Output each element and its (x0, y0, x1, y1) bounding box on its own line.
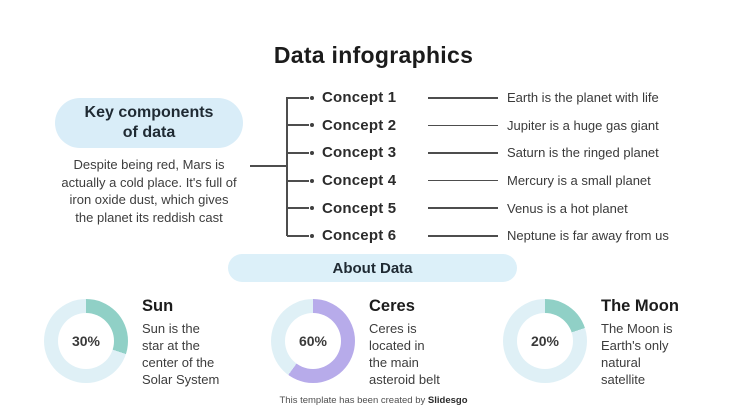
stat-ceres: 60% Ceres Ceres is located in the main a… (271, 297, 440, 388)
leader-line (428, 97, 498, 99)
sun-donut-chart: 30% (44, 299, 128, 383)
concept-row: Concept 6 Neptune is far away from us (287, 222, 669, 250)
branch-line (287, 124, 309, 127)
sun-title: Sun (142, 297, 174, 315)
concept-row: Concept 1 Earth is the planet with life (287, 84, 669, 112)
concept-label: Concept 2 (322, 116, 397, 134)
stat-sun: 30% Sun Sun is the star at the center of… (44, 297, 219, 388)
leader-line (428, 152, 498, 154)
body-line: the planet its reddish cast (75, 209, 223, 225)
concept-row: Concept 4 Mercury is a small planet (287, 167, 669, 195)
key-components-body: Despite being red, Mars is actually a co… (34, 156, 264, 226)
connector-line (250, 165, 287, 167)
moon-donut-chart: 20% (503, 299, 587, 383)
body-line: actually a cold place. It's full of (61, 174, 237, 190)
footer-credit: This template has been created by Slides… (0, 395, 747, 406)
desc-line: located in (369, 338, 425, 353)
desc-line: Solar System (142, 372, 220, 387)
moon-text-block: The Moon The Moon is Earth's only natura… (601, 297, 679, 388)
desc-line: the main (369, 355, 419, 370)
body-line: iron oxide dust, which gives (69, 192, 229, 207)
donut-hole: 60% (285, 313, 341, 369)
branch-line (287, 234, 309, 237)
concept-row: Concept 3 Saturn is the ringed planet (287, 139, 669, 167)
bullet-dot-icon (310, 233, 314, 238)
concept-label: Concept 5 (322, 199, 397, 217)
stat-moon: 20% The Moon The Moon is Earth's only na… (503, 297, 679, 388)
ceres-text-block: Ceres Ceres is located in the main aster… (369, 297, 440, 388)
concept-description: Venus is a hot planet (507, 200, 628, 216)
key-components-pill: Key components of data (55, 98, 243, 148)
desc-line: natural (601, 355, 641, 370)
concept-description: Saturn is the ringed planet (507, 145, 659, 161)
footer-brand: Slidesgo (427, 395, 468, 406)
ceres-description: Ceres is located in the main asteroid be… (369, 320, 440, 388)
leader-line (428, 124, 498, 127)
sun-description: Sun is the star at the center of the Sol… (142, 320, 219, 388)
desc-line: center of the (142, 355, 215, 370)
sun-percent-label: 30% (71, 333, 101, 349)
desc-line: satellite (601, 372, 646, 387)
branch-line (287, 96, 309, 99)
body-line: Despite being red, Mars is (73, 157, 225, 172)
branch-line (287, 151, 309, 154)
moon-percent-label: 20% (530, 333, 560, 349)
concept-description: Earth is the planet with life (507, 90, 659, 106)
branch-line (287, 207, 309, 210)
donut-hole: 30% (58, 313, 114, 369)
concept-description: Neptune is far away from us (507, 228, 669, 244)
moon-title: The Moon (601, 297, 679, 315)
desc-line: Sun is the (142, 321, 200, 336)
concept-label: Concept 3 (322, 144, 397, 162)
page-title: Data infographics (273, 42, 474, 68)
desc-line: The Moon is (601, 321, 673, 336)
concept-description: Mercury is a small planet (507, 173, 651, 189)
moon-description: The Moon is Earth's only natural satelli… (601, 320, 679, 388)
concept-label: Concept 4 (322, 172, 397, 190)
bullet-dot-icon (310, 95, 314, 100)
footer-text: This template has been created by (279, 395, 428, 406)
bullet-dot-icon (310, 150, 314, 155)
concept-label: Concept 6 (322, 227, 397, 245)
ceres-title: Ceres (369, 297, 415, 315)
leader-line (428, 179, 498, 182)
sun-text-block: Sun Sun is the star at the center of the… (142, 297, 219, 388)
donut-hole: 20% (517, 313, 573, 369)
ceres-donut-chart: 60% (271, 299, 355, 383)
concept-row: Concept 5 Venus is a hot planet (287, 194, 669, 222)
about-data-pill: About Data (228, 254, 517, 282)
concept-description: Jupiter is a huge gas giant (507, 117, 659, 133)
desc-line: Ceres is (369, 321, 417, 336)
concept-row: Concept 2 Jupiter is a huge gas giant (287, 112, 669, 140)
branch-line (287, 179, 309, 182)
key-components-heading-line2: of data (122, 124, 176, 141)
leader-line (428, 207, 498, 209)
desc-line: asteroid belt (369, 372, 440, 387)
desc-line: star at the (142, 338, 200, 353)
tree-trunk-line (286, 97, 288, 236)
concept-label: Concept 1 (322, 89, 397, 107)
concept-tree: Concept 1 Earth is the planet with life … (287, 84, 669, 250)
desc-line: Earth's only (601, 338, 669, 353)
bullet-dot-icon (310, 123, 314, 128)
key-components-heading-line1: Key components (84, 104, 214, 121)
ceres-percent-label: 60% (298, 333, 328, 349)
bullet-dot-icon (310, 206, 314, 211)
bullet-dot-icon (310, 178, 314, 183)
leader-line (428, 235, 498, 237)
